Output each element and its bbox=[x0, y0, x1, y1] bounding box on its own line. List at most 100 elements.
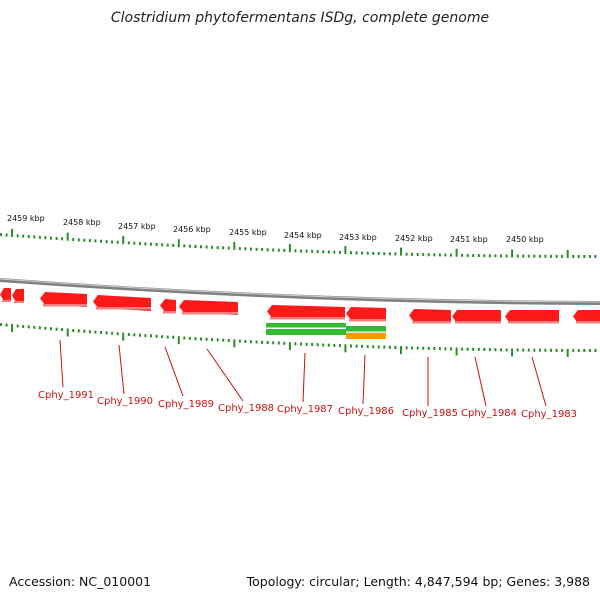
kbp-label-2459: 2459 kbp bbox=[7, 214, 45, 223]
upper-tick-mark bbox=[527, 254, 530, 258]
upper-tick-mark bbox=[177, 239, 180, 248]
upper-tick-mark bbox=[455, 248, 458, 257]
lower-tick-mark bbox=[116, 332, 119, 336]
upper-tick-mark bbox=[188, 244, 191, 248]
upper-tick-mark bbox=[150, 242, 152, 246]
lower-tick-mark bbox=[394, 346, 397, 349]
lower-tick-mark bbox=[33, 325, 36, 329]
upper-tick-mark bbox=[422, 253, 425, 257]
gene-cphy-1992-arrow bbox=[12, 289, 24, 303]
lower-tick-mark bbox=[361, 344, 364, 348]
upper-tick-mark bbox=[294, 249, 297, 253]
callout-cphy-1986 bbox=[362, 354, 366, 405]
kbp-label-2455: 2455 kbp bbox=[229, 228, 267, 237]
lower-tick-mark bbox=[505, 348, 508, 352]
upper-tick-mark bbox=[583, 255, 586, 258]
upper-tick-mark bbox=[222, 246, 225, 250]
lower-tick-mark bbox=[111, 331, 114, 335]
label-callouts bbox=[59, 339, 547, 407]
kbp-label-2450: 2450 kbp bbox=[506, 235, 544, 244]
upper-tick-mark bbox=[372, 251, 375, 255]
lower-tick-mark bbox=[94, 330, 97, 334]
lower-tick-mark bbox=[83, 329, 86, 333]
upper-tick-mark bbox=[338, 250, 341, 254]
upper-tick-mark bbox=[5, 233, 8, 237]
lower-tick-mark bbox=[127, 333, 130, 336]
upper-tick-mark bbox=[205, 245, 208, 249]
gene-cphy-1993-arrow bbox=[0, 288, 11, 302]
callout-cphy-1984 bbox=[474, 356, 487, 407]
lower-tick-mark bbox=[238, 339, 241, 343]
gene-cphy-1985-arrow bbox=[409, 309, 451, 324]
lower-tick-mark bbox=[450, 347, 452, 351]
lower-tick-mark bbox=[200, 337, 202, 341]
upper-tick-mark bbox=[283, 248, 286, 252]
upper-tick-mark bbox=[233, 241, 236, 250]
kbp-label-2457: 2457 kbp bbox=[118, 222, 156, 231]
lower-tick-mark bbox=[288, 342, 291, 351]
green-feature-bar-3 bbox=[346, 326, 386, 331]
upper-tick-mark bbox=[277, 248, 280, 252]
kbp-label-2451: 2451 kbp bbox=[450, 235, 488, 244]
accession-text: Accession: NC_010001 bbox=[9, 574, 152, 589]
upper-tick-mark bbox=[155, 243, 158, 246]
lower-tick-mark bbox=[183, 336, 186, 340]
lower-tick-mark bbox=[500, 348, 502, 352]
upper-tick-mark bbox=[94, 239, 97, 243]
lower-tick-mark bbox=[483, 348, 486, 351]
upper-tick-mark bbox=[566, 249, 569, 258]
upper-tick-mark bbox=[466, 253, 469, 257]
lower-tick-mark bbox=[66, 328, 69, 337]
lower-tick-mark bbox=[155, 334, 158, 338]
upper-tick-mark bbox=[344, 246, 347, 254]
gene-label-cphy-1985: Cphy_1985 bbox=[402, 408, 458, 419]
upper-tick-mark bbox=[461, 253, 464, 257]
upper-tick-mark bbox=[50, 236, 52, 240]
upper-tick-mark bbox=[316, 250, 319, 254]
upper-tick-mark bbox=[516, 254, 519, 258]
upper-tick-mark bbox=[244, 247, 247, 251]
genome-backbone bbox=[0, 278, 600, 305]
upper-tick-mark bbox=[472, 254, 475, 257]
lower-tick-mark bbox=[572, 348, 575, 352]
lower-tick-mark bbox=[305, 342, 308, 346]
upper-tick-mark bbox=[427, 253, 430, 257]
upper-tick-mark bbox=[433, 253, 436, 257]
lower-tick-mark bbox=[494, 348, 497, 352]
gene-label-cphy-1986: Cphy_1986 bbox=[338, 406, 394, 417]
upper-tick-mark bbox=[166, 243, 169, 247]
lower-tick-mark bbox=[516, 348, 519, 352]
lower-tick-mark bbox=[588, 349, 591, 352]
lower-tick-mark bbox=[583, 349, 586, 352]
lower-tick-mark bbox=[522, 348, 525, 352]
upper-tick-mark bbox=[450, 253, 452, 257]
lower-tick-mark bbox=[427, 346, 430, 350]
lower-tick-mark bbox=[333, 343, 336, 347]
upper-tick-mark bbox=[111, 240, 114, 244]
upper-tick-mark bbox=[133, 241, 136, 245]
upper-tick-mark bbox=[311, 249, 314, 253]
upper-tick-mark bbox=[333, 250, 336, 254]
upper-tick-mark bbox=[300, 249, 302, 253]
gene-cphy-1986-arrow bbox=[346, 307, 386, 322]
upper-tick-mark bbox=[588, 255, 591, 258]
lower-tick-mark bbox=[344, 344, 347, 353]
callout-cphy-1991 bbox=[59, 339, 64, 388]
gene-label-cphy-1987: Cphy_1987 bbox=[277, 404, 333, 415]
upper-tick-mark bbox=[572, 255, 575, 258]
lower-tick-mark bbox=[161, 335, 164, 339]
gene-label-cphy-1988: Cphy_1988 bbox=[218, 403, 274, 414]
lower-tick-mark bbox=[16, 324, 19, 328]
lower-tick-mark bbox=[72, 329, 75, 332]
lower-tick-mark bbox=[350, 344, 352, 348]
genome-backbone-highlight bbox=[0, 278, 600, 303]
upper-tick-mark bbox=[288, 244, 291, 253]
lower-tick-mark bbox=[44, 326, 47, 330]
lower-tick-mark bbox=[194, 337, 197, 341]
upper-tick-mark bbox=[100, 239, 102, 243]
lower-tick-mark bbox=[438, 347, 441, 351]
lower-tick-mark bbox=[294, 342, 297, 346]
upper-tick-mark bbox=[127, 241, 130, 245]
lower-tick-mark bbox=[411, 346, 414, 350]
